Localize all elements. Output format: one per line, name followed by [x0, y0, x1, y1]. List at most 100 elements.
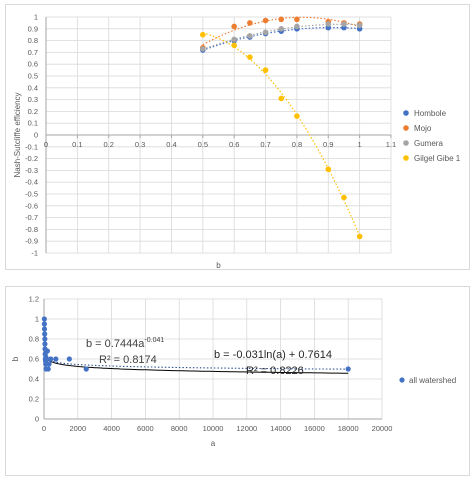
y-tick-label: 0.4	[29, 375, 39, 384]
y-tick-label: 1	[34, 13, 38, 22]
data-point-gilgel-gibe-1	[231, 42, 237, 49]
data-point-all-watershed	[41, 326, 48, 332]
x-tick-label: 10000	[203, 424, 224, 433]
y-tick-label: 0.2	[28, 107, 38, 116]
data-point-gilgel-gibe-1	[356, 233, 363, 240]
legend-marker	[403, 110, 409, 116]
data-point-gumera	[325, 21, 332, 27]
x-tick-label: 18000	[338, 424, 359, 433]
data-point-gilgel-gibe-1	[341, 194, 347, 201]
log-r2-label: R² = 0.8226	[246, 365, 304, 377]
power-r2-label: R² = 0.8174	[99, 354, 157, 366]
data-point-all-watershed	[345, 366, 351, 372]
x-tick-label: 0.8	[292, 140, 302, 149]
x-tick-label: 0.5	[198, 140, 208, 149]
regression-chart-svg: 0 0.2 0.4 0.6 0.8 1 1.2 0 2000 4000 6000 8000 10000 1…	[11, 295, 456, 449]
data-point-mojo	[231, 23, 237, 30]
log-equation-label: b = -0.031ln(a) + 0.7614	[214, 349, 332, 361]
data-point-all-watershed	[43, 356, 50, 362]
y-tick-label: -0.1	[25, 142, 38, 151]
x-tick-label: 0	[44, 140, 48, 149]
data-point-all-watershed	[42, 331, 48, 337]
x-tick-label: 0.7	[260, 140, 270, 149]
y-tick-label: 0.6	[29, 355, 39, 364]
x-tick-label: 0.2	[104, 140, 114, 149]
data-point-gilgel-gibe-1	[262, 67, 269, 73]
data-point-all-watershed	[42, 341, 48, 347]
x-tick-label: 0.6	[229, 140, 239, 149]
legend-marker	[403, 155, 409, 161]
x-tick-label: 0.1	[72, 140, 82, 149]
y-tick-label: 1	[35, 315, 39, 324]
data-point-gumera	[200, 46, 206, 52]
x-tick-label: 4000	[103, 424, 120, 433]
x-tick-label: 6000	[137, 424, 154, 433]
power-equation-label: b = 0.7444a-0.041	[86, 337, 164, 350]
data-point-all-watershed	[66, 356, 72, 362]
data-point-all-watershed	[53, 356, 59, 362]
trendline-mojo	[202, 16, 360, 46]
y-tick-label: 0.2	[29, 395, 39, 404]
y-tick-label: 1.2	[29, 295, 39, 304]
y-tick-label: -0.4	[25, 178, 38, 187]
x-tick-label: 20000	[372, 424, 393, 433]
x-tick-label: 1	[358, 140, 362, 149]
legend-marker	[403, 140, 409, 146]
x-tick-label: 2000	[69, 424, 86, 433]
y-axis-title: Nash-Sutcliffe efficiency	[13, 92, 22, 177]
data-point-gilgel-gibe-1	[200, 31, 206, 38]
y-tick-label: 0.6	[28, 60, 38, 69]
y-tick-label: -0.6	[25, 201, 38, 210]
data-point-gilgel-gibe-1	[247, 54, 253, 60]
y-tick-label: -0.3	[25, 166, 38, 175]
data-point-gumera	[356, 22, 363, 29]
y-tick-label: 0.8	[28, 36, 38, 45]
y-tick-label: 0	[35, 415, 39, 424]
legend-label: Mojo	[414, 124, 432, 133]
x-tick-label: 0.9	[323, 140, 333, 149]
y-tick-label: -0.5	[25, 190, 38, 199]
nse-chart-panel: 1 0.9 0.8 0.7 0.6 0.5 0.4 0.3 0.2 0.1 0 -0.1 -0.2 -0.…	[5, 4, 470, 270]
y-tick-label: -1	[31, 249, 38, 258]
data-point-all-watershed	[48, 356, 54, 362]
x-tick-label: 0.4	[166, 140, 176, 149]
y-tick-label: 0	[34, 131, 38, 140]
y-tick-label: 0.4	[28, 83, 38, 92]
x-tick-label: 16000	[304, 424, 325, 433]
x-tick-label: 0.3	[135, 140, 145, 149]
data-point-gumera	[294, 23, 300, 30]
data-point-all-watershed	[41, 321, 48, 327]
data-point-gumera	[341, 21, 347, 27]
data-point-gumera	[262, 29, 269, 36]
data-point-gumera	[278, 26, 285, 32]
y-tick-label: 0.7	[28, 48, 38, 57]
x-tick-label: 0	[42, 424, 46, 433]
x-tick-label: 12000	[236, 424, 257, 433]
x-tick-label: 14000	[270, 424, 291, 433]
y-tick-label: -0.9	[25, 237, 38, 246]
y-tick-label: 0.1	[28, 119, 38, 128]
regression-chart-panel: 0 0.2 0.4 0.6 0.8 1 1.2 0 2000 4000 6000 8000 10000 1…	[5, 286, 470, 476]
data-point-all-watershed	[44, 348, 50, 354]
x-axis-title: b	[216, 261, 221, 270]
data-point-mojo	[262, 17, 269, 24]
data-point-mojo	[278, 16, 285, 23]
y-tick-label: 0.9	[28, 24, 38, 33]
x-tick-label: 8000	[171, 424, 188, 433]
data-point-gumera	[247, 33, 253, 39]
y-tick-label: 0.8	[29, 335, 39, 344]
x-tick-label: 1.1	[386, 140, 396, 149]
legend-label: Gilgel Gibe 1	[414, 154, 461, 163]
data-point-gilgel-gibe-1	[278, 95, 285, 102]
data-point-all-watershed	[83, 366, 89, 372]
legend-label: Gumera	[414, 139, 443, 148]
legend-marker	[399, 377, 405, 383]
data-point-mojo	[247, 20, 253, 26]
data-point-mojo	[294, 16, 300, 23]
legend-marker	[403, 125, 409, 131]
legend-label: all watershed	[409, 376, 456, 385]
legend-label: Hombole	[414, 109, 447, 118]
y-tick-label: -0.7	[25, 213, 38, 222]
y-tick-label: 0.5	[28, 72, 38, 81]
